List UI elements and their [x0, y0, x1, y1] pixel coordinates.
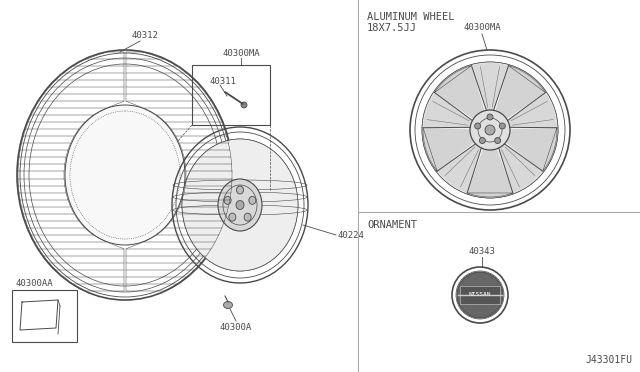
Ellipse shape: [249, 196, 256, 204]
Circle shape: [485, 125, 495, 135]
Ellipse shape: [229, 213, 236, 221]
Polygon shape: [435, 65, 484, 119]
Polygon shape: [508, 93, 557, 128]
Text: NISSAN: NISSAN: [468, 292, 492, 298]
Text: 40343: 40343: [468, 247, 495, 256]
Text: ALUMINUM WHEEL: ALUMINUM WHEEL: [367, 12, 454, 22]
Ellipse shape: [224, 196, 231, 204]
Text: 40300AA: 40300AA: [16, 279, 54, 288]
Circle shape: [479, 138, 485, 144]
Bar: [460, 286, 500, 304]
Polygon shape: [423, 93, 472, 128]
Text: 40224: 40224: [338, 231, 365, 240]
Text: J43301FU: J43301FU: [585, 355, 632, 365]
Circle shape: [495, 138, 500, 144]
Polygon shape: [499, 144, 543, 193]
Text: 18X7.5JJ: 18X7.5JJ: [367, 23, 417, 33]
Text: 40300A: 40300A: [220, 323, 252, 331]
Circle shape: [499, 123, 506, 129]
Text: 40300MA: 40300MA: [463, 23, 501, 32]
Polygon shape: [467, 149, 513, 197]
Bar: [192, 65, 270, 125]
Polygon shape: [472, 63, 509, 110]
Polygon shape: [506, 128, 557, 171]
Circle shape: [457, 272, 503, 318]
Text: 40312: 40312: [132, 32, 159, 41]
Circle shape: [422, 62, 558, 198]
Polygon shape: [437, 144, 481, 193]
Bar: [12, 290, 77, 342]
Polygon shape: [495, 65, 545, 119]
Circle shape: [487, 114, 493, 120]
Ellipse shape: [182, 139, 298, 271]
Ellipse shape: [223, 301, 232, 308]
Text: ORNAMENT: ORNAMENT: [367, 220, 417, 230]
Text: 40311: 40311: [210, 77, 237, 87]
Ellipse shape: [218, 179, 262, 231]
Circle shape: [475, 123, 481, 129]
Circle shape: [470, 110, 510, 150]
Ellipse shape: [237, 186, 243, 194]
Text: 40300MA: 40300MA: [222, 48, 260, 58]
Ellipse shape: [244, 213, 251, 221]
Polygon shape: [423, 128, 474, 171]
Ellipse shape: [65, 105, 185, 245]
Ellipse shape: [236, 201, 244, 209]
Circle shape: [241, 102, 247, 108]
